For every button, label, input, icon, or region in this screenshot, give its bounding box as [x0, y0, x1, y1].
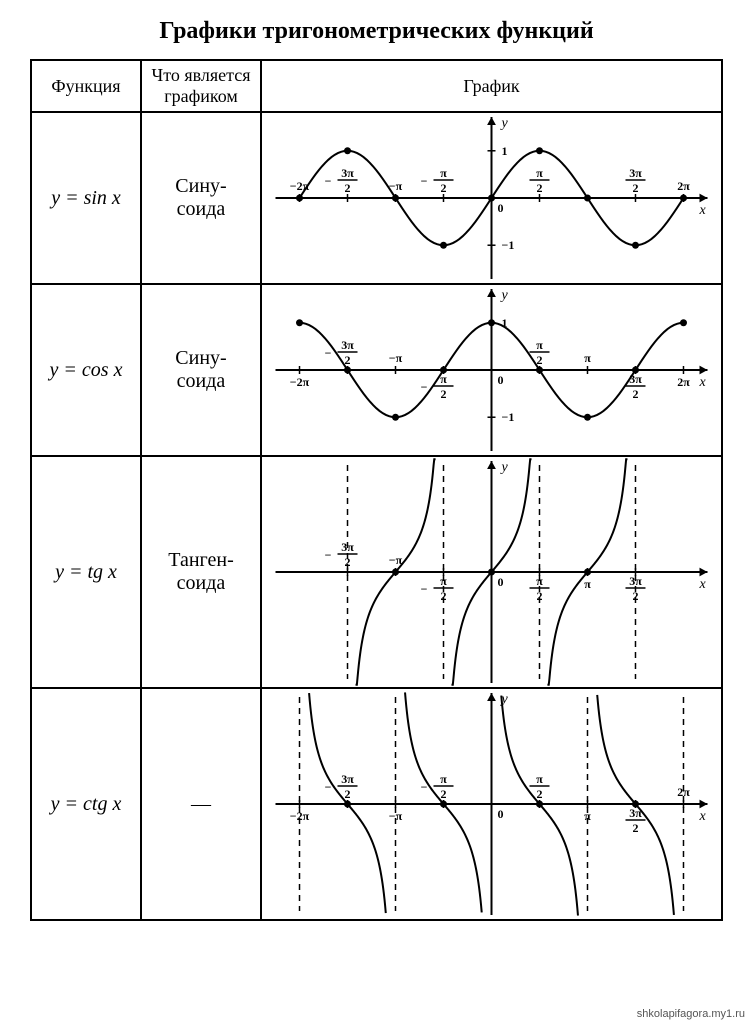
svg-text:2: 2	[441, 387, 447, 401]
curve-name: Сину-соида	[146, 347, 256, 393]
svg-text:2: 2	[632, 589, 638, 603]
page: Графики тригонометрических функций Функц…	[0, 0, 753, 1024]
svg-text:3π: 3π	[341, 166, 354, 180]
svg-text:2: 2	[536, 181, 542, 195]
svg-text:2: 2	[345, 787, 351, 801]
curve-name: —	[146, 793, 256, 816]
svg-text:2: 2	[632, 821, 638, 835]
curve-name-cell: Сину-соида	[141, 112, 261, 284]
header-what: Что является графиком	[141, 60, 261, 112]
svg-text:2: 2	[345, 353, 351, 367]
table-row: y = cos xСину-соидаyx01−1−2π−3π2−π−π2π2π…	[31, 284, 722, 456]
svg-text:π: π	[440, 166, 447, 180]
svg-text:−: −	[421, 174, 428, 188]
svg-text:−π: −π	[389, 351, 403, 365]
svg-text:π: π	[584, 351, 591, 365]
func-cell: y = cos x	[31, 284, 141, 456]
svg-text:3π: 3π	[629, 372, 642, 386]
svg-text:π: π	[536, 772, 543, 786]
curve-name: Сину-соида	[146, 175, 256, 221]
svg-text:π: π	[440, 772, 447, 786]
svg-text:2: 2	[441, 787, 447, 801]
svg-text:−2π: −2π	[290, 809, 310, 823]
func-cell: y = sin x	[31, 112, 141, 284]
func-cell: y = tg x	[31, 456, 141, 688]
svg-text:x: x	[699, 375, 707, 390]
chart-cot: yx0−2π−3π2−π−π2π2π3π22π	[262, 689, 721, 919]
svg-text:y: y	[500, 288, 509, 303]
header-func: Функция	[31, 60, 141, 112]
chart-cos: yx01−1−2π−3π2−π−π2π2π3π22π	[262, 285, 721, 455]
svg-text:−2π: −2π	[290, 375, 310, 389]
svg-text:x: x	[699, 577, 707, 592]
svg-text:−π: −π	[389, 809, 403, 823]
svg-text:π: π	[584, 809, 591, 823]
header-graph: График	[261, 60, 722, 112]
func-label: y = tg x	[55, 561, 117, 583]
svg-text:0: 0	[498, 807, 504, 821]
svg-text:2: 2	[441, 181, 447, 195]
svg-text:1: 1	[502, 144, 508, 158]
svg-text:π: π	[536, 166, 543, 180]
func-label: y = cos x	[50, 359, 123, 381]
curve-name-cell: Сину-соида	[141, 284, 261, 456]
svg-text:2: 2	[441, 589, 447, 603]
svg-text:x: x	[699, 203, 707, 218]
curve-name: Танген-соида	[146, 549, 256, 595]
watermark: shkolapifagora.my1.ru	[637, 1008, 745, 1020]
svg-text:2: 2	[536, 589, 542, 603]
graph-cell: yx0−2π−3π2−π−π2π2π3π22π	[261, 688, 722, 920]
svg-text:0: 0	[498, 373, 504, 387]
svg-text:y: y	[500, 116, 509, 131]
svg-text:3π: 3π	[629, 166, 642, 180]
svg-text:−: −	[325, 174, 332, 188]
table-header-row: Функция Что является графиком График	[31, 60, 722, 112]
svg-text:2: 2	[632, 387, 638, 401]
svg-text:−: −	[421, 380, 428, 394]
svg-text:2: 2	[345, 555, 351, 569]
svg-text:2π: 2π	[677, 179, 690, 193]
graph-cell: yx0−3π2−π−π2π2π3π2	[261, 456, 722, 688]
svg-text:0: 0	[498, 201, 504, 215]
table-row: y = tg xТанген-соидаyx0−3π2−π−π2π2π3π2	[31, 456, 722, 688]
chart-sin: yx01−1−2π−3π2−π−π2π23π22π	[262, 113, 721, 283]
curve-name-cell: Танген-соида	[141, 456, 261, 688]
svg-text:2π: 2π	[677, 785, 690, 799]
func-cell: y = ctg x	[31, 688, 141, 920]
table-row: y = ctg x—yx0−2π−3π2−π−π2π2π3π22π	[31, 688, 722, 920]
svg-text:−: −	[325, 346, 332, 360]
func-label: y = sin x	[51, 187, 121, 209]
svg-text:π: π	[536, 574, 543, 588]
svg-text:3π: 3π	[629, 574, 642, 588]
svg-text:y: y	[500, 460, 509, 475]
svg-text:3π: 3π	[341, 540, 354, 554]
graph-cell: yx01−1−2π−3π2−π−π2π23π22π	[261, 112, 722, 284]
svg-text:−: −	[421, 582, 428, 596]
svg-text:2: 2	[536, 353, 542, 367]
svg-text:π: π	[536, 338, 543, 352]
chart-tan: yx0−3π2−π−π2π2π3π2	[262, 457, 721, 687]
table-row: y = sin xСину-соидаyx01−1−2π−3π2−π−π2π23…	[31, 112, 722, 284]
func-label: y = ctg x	[51, 793, 122, 815]
svg-text:π: π	[440, 574, 447, 588]
svg-text:−1: −1	[502, 410, 515, 424]
svg-text:π: π	[584, 577, 591, 591]
svg-text:2: 2	[632, 181, 638, 195]
svg-text:−1: −1	[502, 238, 515, 252]
svg-text:2: 2	[345, 181, 351, 195]
page-title: Графики тригонометрических функций	[30, 18, 723, 45]
svg-text:3π: 3π	[341, 338, 354, 352]
graph-cell: yx01−1−2π−3π2−π−π2π2π3π22π	[261, 284, 722, 456]
trig-table: Функция Что является графиком График y =…	[30, 59, 723, 921]
svg-text:2π: 2π	[677, 375, 690, 389]
svg-text:−: −	[325, 548, 332, 562]
svg-text:3π: 3π	[341, 772, 354, 786]
svg-text:x: x	[699, 809, 707, 824]
svg-text:0: 0	[498, 575, 504, 589]
svg-text:2: 2	[536, 787, 542, 801]
curve-name-cell: —	[141, 688, 261, 920]
